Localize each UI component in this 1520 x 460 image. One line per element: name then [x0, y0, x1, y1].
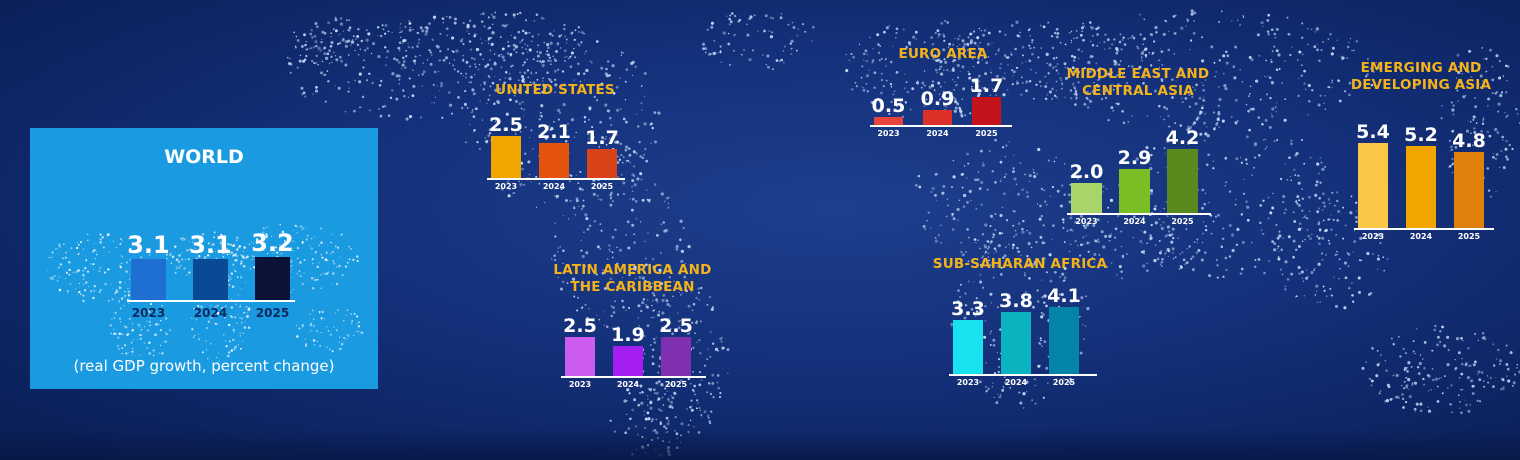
year-label-2024: 2024: [926, 129, 949, 138]
world-title: WORLD: [164, 146, 244, 168]
x-axis-line: [127, 300, 295, 302]
bar-2024: [539, 142, 569, 178]
region-title-line: LATIN AMERICA AND: [553, 262, 712, 278]
region-title: EURO AREA: [868, 46, 1018, 63]
bar-2024: [1119, 168, 1150, 213]
year-label-2023: 2023: [956, 378, 980, 387]
region-sub-saharan-africa: SUB-SAHARAN AFRICA 3.3 2023 3.8 2024 4.1 2025: [930, 254, 1110, 394]
x-axis-line: [487, 178, 625, 180]
bar-2024: [1001, 312, 1031, 374]
bar-2023: [565, 337, 595, 376]
region-title: UNITED STATES: [480, 82, 630, 99]
bar-2025: [255, 257, 290, 300]
value-label-2025: 4.8: [1452, 130, 1486, 153]
bar-2023: [491, 136, 521, 178]
region-euro-area: EURO AREA 0.5 2023 0.9 2024 1.7 2025: [868, 44, 1018, 144]
value-label-2024: 2.1: [537, 120, 571, 143]
year-label-2023: 2023: [1075, 217, 1098, 226]
region-title: EMERGING AND DEVELOPING ASIA: [1346, 60, 1496, 94]
year-label-2023: 2023: [877, 129, 900, 138]
bar-2025: [972, 97, 1001, 125]
value-label-2023: 0.5: [871, 94, 906, 117]
x-axis-line: [1067, 213, 1211, 215]
year-label-2025: 2025: [1052, 378, 1076, 387]
world-panel: WORLD (real GDP growth, percent change) …: [30, 128, 378, 389]
year-label-2024: 2024: [1409, 232, 1433, 241]
year-label-2023: 2023: [1361, 232, 1385, 241]
bar-2024: [1406, 145, 1436, 228]
value-label-2025: 4.1: [1047, 285, 1081, 308]
bottom-shade: [0, 428, 1520, 460]
year-label-2025: 2025: [1457, 232, 1481, 241]
bar-2023: [1358, 142, 1388, 228]
bar-2024: [193, 258, 228, 300]
bar-2025: [1049, 307, 1079, 374]
x-axis-line: [561, 376, 706, 378]
value-label-2025: 1.7: [585, 127, 619, 150]
bar-2024: [613, 346, 643, 376]
region-title: MIDDLE EAST AND CENTRAL ASIA: [1058, 66, 1218, 100]
region-title-line: CENTRAL ASIA: [1082, 83, 1194, 99]
year-label-2025: 2025: [664, 380, 688, 389]
year-label-2023: 2023: [131, 306, 166, 320]
year-label-2023: 2023: [494, 182, 518, 191]
bar-2025: [1454, 152, 1484, 228]
region-title-line: MIDDLE EAST AND: [1066, 66, 1210, 82]
value-label-2023: 2.5: [563, 315, 597, 337]
year-label-2024: 2024: [542, 182, 566, 191]
year-label-2023: 2023: [568, 380, 592, 389]
region-latin-america-caribbean: LATIN AMERICA AND THE CARIBBEAN 2.5 2023 1.9…: [545, 260, 720, 395]
region-middle-east-central-asia: MIDDLE EAST AND CENTRAL ASIA 2.0 2023 2.9 202…: [1058, 64, 1218, 234]
region-title-line: THE CARIBBEAN: [570, 279, 695, 295]
value-label-2023: 5.4: [1356, 120, 1390, 143]
value-label-2024: 3.1: [189, 230, 232, 259]
x-axis-line: [870, 125, 1012, 127]
value-label-2024: 5.2: [1404, 123, 1438, 146]
x-axis-line: [1354, 228, 1494, 230]
bar-2025: [661, 337, 691, 376]
region-title-line: EMERGING AND: [1360, 60, 1482, 76]
bar-2023: [874, 116, 903, 125]
value-label-2023: 2.0: [1069, 160, 1104, 183]
bar-2023: [953, 320, 983, 374]
region-title-line: DEVELOPING ASIA: [1350, 77, 1492, 93]
year-label-2025: 2025: [255, 306, 290, 320]
world-note: (real GDP growth, percent change): [73, 357, 335, 375]
bar-2024: [923, 110, 952, 125]
bar-2025: [587, 149, 617, 178]
value-label-2024: 0.9: [920, 88, 955, 111]
bar-2025: [1167, 149, 1198, 213]
region-emerging-developing-asia: EMERGING AND DEVELOPING ASIA 5.4 2023 5.2 202…: [1346, 58, 1496, 248]
value-label-2023: 2.5: [489, 114, 523, 136]
value-label-2024: 2.9: [1117, 146, 1152, 169]
bar-2023: [1071, 182, 1102, 213]
region-title: LATIN AMERICA AND THE CARIBBEAN: [545, 262, 720, 296]
year-label-2025: 2025: [590, 182, 614, 191]
value-label-2024: 3.8: [999, 290, 1033, 313]
region-title-line: UNITED STATES: [495, 82, 615, 98]
year-label-2024: 2024: [1123, 217, 1146, 226]
value-label-2025: 4.2: [1165, 127, 1200, 150]
year-label-2024: 2024: [193, 306, 228, 320]
year-label-2025: 2025: [1171, 217, 1194, 226]
value-label-2023: 3.1: [127, 230, 170, 259]
value-label-2023: 3.3: [951, 298, 985, 321]
region-title-line: SUB-SAHARAN AFRICA: [932, 256, 1108, 272]
year-label-2025: 2025: [975, 129, 998, 138]
x-axis-line: [949, 374, 1097, 376]
year-label-2024: 2024: [616, 380, 640, 389]
region-united-states: UNITED STATES 2.5 2023 2.1 2024 1.7 2025: [480, 80, 630, 192]
value-label-2025: 1.7: [969, 75, 1004, 98]
bar-2023: [131, 258, 166, 300]
region-title-line: EURO AREA: [898, 46, 988, 62]
year-label-2024: 2024: [1004, 378, 1028, 387]
value-label-2024: 1.9: [611, 324, 645, 347]
value-label-2025: 2.5: [659, 315, 693, 337]
value-label-2025: 3.2: [251, 229, 294, 258]
region-title: SUB-SAHARAN AFRICA: [930, 256, 1110, 273]
